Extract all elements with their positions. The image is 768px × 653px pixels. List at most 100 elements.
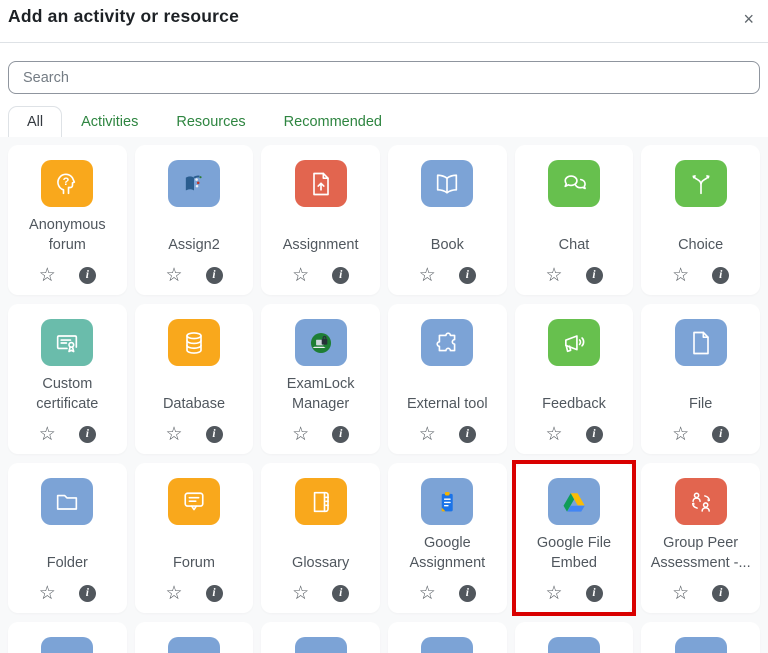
info-icon[interactable]: i bbox=[712, 584, 730, 602]
star-icon[interactable]: ☆ bbox=[545, 423, 563, 445]
star-icon[interactable]: ☆ bbox=[418, 264, 436, 286]
star-icon[interactable]: ☆ bbox=[165, 582, 183, 604]
info-icon[interactable]: i bbox=[458, 425, 476, 443]
group-cycle-icon bbox=[674, 478, 727, 525]
star-icon[interactable]: ☆ bbox=[672, 264, 690, 286]
star-icon[interactable]: ☆ bbox=[292, 264, 310, 286]
star-icon[interactable]: ☆ bbox=[672, 423, 690, 445]
tab-resources[interactable]: Resources bbox=[176, 114, 246, 130]
activity-card[interactable]: Custom certificate ☆ i bbox=[8, 304, 127, 454]
activity-label: Chat bbox=[558, 237, 590, 254]
activity-label: Book bbox=[430, 237, 464, 254]
tab-activities[interactable]: Activities bbox=[81, 114, 139, 130]
info-icon[interactable]: i bbox=[205, 425, 223, 443]
certificate-icon bbox=[41, 319, 94, 366]
info-icon[interactable]: i bbox=[78, 425, 96, 443]
star-icon[interactable]: ☆ bbox=[38, 582, 56, 604]
examlock-logo-icon bbox=[294, 319, 347, 366]
star-icon[interactable]: ☆ bbox=[545, 264, 563, 286]
info-icon[interactable]: i bbox=[585, 584, 603, 602]
info-icon[interactable]: i bbox=[332, 425, 350, 443]
activity-card[interactable]: Choice ☆ i bbox=[641, 145, 760, 295]
card-footer: ☆ i bbox=[545, 423, 603, 445]
activity-label: Group Peer Assessment -... bbox=[650, 534, 751, 572]
star-icon[interactable]: ☆ bbox=[165, 423, 183, 445]
activity-card[interactable]: Assign2 ☆ i bbox=[134, 145, 254, 295]
dialog-content: ? Anonymous forum ☆ i Assign2 ☆ i Assignment ☆ i B… bbox=[0, 137, 768, 653]
activity-card[interactable]: External tool ☆ i bbox=[387, 304, 507, 454]
head-question-icon: ? bbox=[41, 160, 94, 207]
stub-icon bbox=[547, 637, 600, 653]
info-icon[interactable]: i bbox=[712, 425, 730, 443]
info-icon[interactable]: i bbox=[585, 266, 603, 284]
activity-card[interactable]: Forum ☆ i bbox=[134, 463, 254, 613]
search-bar bbox=[0, 43, 768, 106]
star-icon[interactable]: ☆ bbox=[545, 582, 563, 604]
card-footer: ☆ i bbox=[545, 264, 603, 286]
card-footer: ☆ i bbox=[292, 264, 350, 286]
puzzle-piece-icon bbox=[421, 319, 474, 366]
info-icon[interactable]: i bbox=[78, 266, 96, 284]
info-icon[interactable]: i bbox=[332, 584, 350, 602]
assign2-book-icon bbox=[167, 160, 220, 207]
info-icon[interactable]: i bbox=[78, 584, 96, 602]
info-icon[interactable]: i bbox=[585, 425, 603, 443]
star-icon[interactable]: ☆ bbox=[418, 423, 436, 445]
activity-card-partial[interactable] bbox=[134, 622, 254, 653]
activity-card[interactable]: Database ☆ i bbox=[134, 304, 254, 454]
svg-text:?: ? bbox=[63, 176, 70, 188]
activity-card[interactable]: Google Assignment ☆ i bbox=[387, 463, 507, 613]
search-input[interactable] bbox=[8, 61, 760, 94]
activity-label: Choice bbox=[678, 237, 724, 254]
info-icon[interactable]: i bbox=[712, 266, 730, 284]
card-footer: ☆ i bbox=[545, 582, 603, 604]
google-clipboard-icon bbox=[421, 478, 474, 525]
activity-label: External tool bbox=[407, 396, 488, 413]
info-icon[interactable]: i bbox=[332, 266, 350, 284]
card-footer: ☆ i bbox=[165, 582, 223, 604]
info-icon[interactable]: i bbox=[205, 266, 223, 284]
activity-card[interactable]: Folder ☆ i bbox=[8, 463, 127, 613]
card-footer: ☆ i bbox=[39, 424, 96, 444]
info-icon[interactable]: i bbox=[458, 266, 476, 284]
star-icon[interactable]: ☆ bbox=[38, 423, 56, 445]
activity-label: Glossary bbox=[292, 555, 350, 572]
info-icon[interactable]: i bbox=[458, 584, 476, 602]
card-footer: ☆ i bbox=[165, 264, 223, 286]
activity-card-partial[interactable] bbox=[261, 622, 380, 653]
tab-recommended[interactable]: Recommended bbox=[283, 114, 382, 130]
activity-card[interactable]: Assignment ☆ i bbox=[261, 145, 380, 295]
activity-label: Google Assignment bbox=[409, 534, 486, 572]
activity-card[interactable]: Chat ☆ i bbox=[514, 145, 634, 295]
star-icon[interactable]: ☆ bbox=[672, 582, 690, 604]
dialog-title: Add an activity or resource bbox=[8, 6, 240, 26]
info-icon[interactable]: i bbox=[205, 584, 223, 602]
activity-card[interactable]: Group Peer Assessment -... ☆ i bbox=[641, 463, 760, 613]
activity-card[interactable]: File ☆ i bbox=[641, 304, 760, 454]
activity-card[interactable]: Glossary ☆ i bbox=[261, 463, 380, 613]
activity-card-partial[interactable] bbox=[387, 622, 507, 653]
star-icon[interactable]: ☆ bbox=[418, 582, 436, 604]
activity-card-partial[interactable] bbox=[641, 622, 760, 653]
activity-label: Forum bbox=[173, 555, 215, 572]
star-icon[interactable]: ☆ bbox=[165, 264, 183, 286]
activity-card[interactable]: Google File Embed ☆ i bbox=[511, 460, 636, 616]
card-footer: ☆ i bbox=[419, 424, 476, 444]
activity-card[interactable]: Book ☆ i bbox=[387, 145, 507, 295]
activity-card[interactable]: ExamLock Manager ☆ i bbox=[261, 304, 380, 454]
activity-card-partial[interactable] bbox=[8, 622, 127, 653]
activity-card-partial[interactable] bbox=[514, 622, 634, 653]
star-icon[interactable]: ☆ bbox=[292, 423, 310, 445]
activity-card[interactable]: Feedback ☆ i bbox=[514, 304, 634, 454]
card-footer: ☆ i bbox=[672, 264, 730, 286]
activity-label: Anonymous forum bbox=[29, 216, 106, 254]
star-icon[interactable]: ☆ bbox=[292, 582, 310, 604]
tab-all[interactable]: All bbox=[8, 106, 63, 137]
stub-icon bbox=[41, 637, 94, 653]
close-icon[interactable]: × bbox=[743, 9, 754, 29]
activity-card[interactable]: ? Anonymous forum ☆ i bbox=[8, 145, 127, 295]
activity-label: Assign2 bbox=[168, 237, 220, 254]
star-icon[interactable]: ☆ bbox=[38, 264, 56, 286]
card-footer: ☆ i bbox=[292, 582, 350, 604]
